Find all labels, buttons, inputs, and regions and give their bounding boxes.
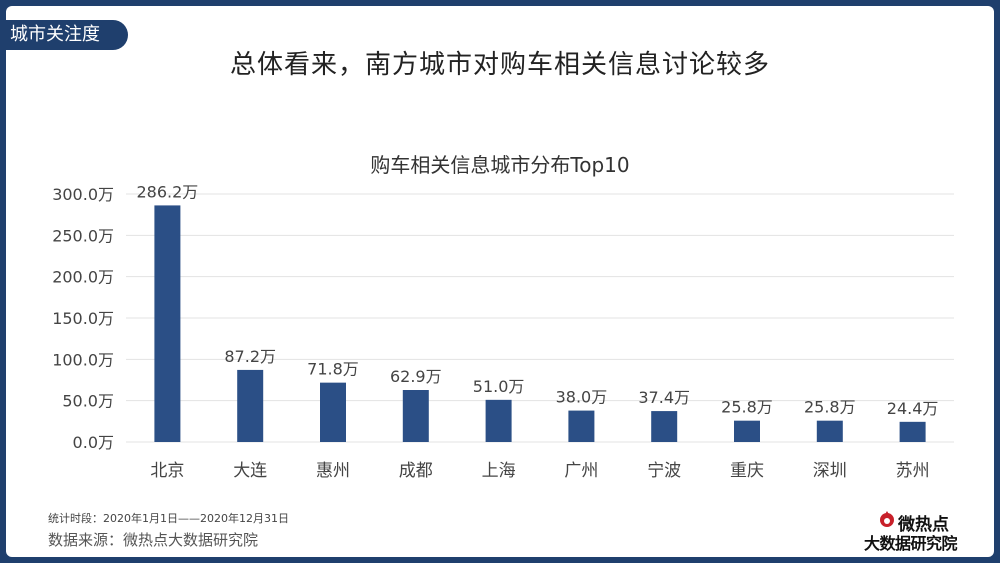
x-tick-label: 重庆 (730, 461, 764, 481)
y-tick-label: 0.0万 (73, 433, 114, 452)
y-axis-ticks: 0.0万 50.0万 100.0万 150.0万 200.0万 250.0万 300.0万 (52, 185, 114, 452)
data-label: 71.8万 (307, 360, 359, 379)
bar (320, 382, 346, 442)
data-label: 62.9万 (390, 367, 442, 386)
data-source: 数据来源：微热点大数据研究院 (48, 531, 259, 549)
bar (485, 399, 512, 442)
slide: 城市关注度 总体看来，南方城市对购车相关信息讨论较多 购车相关信息城市分布Top… (6, 6, 994, 557)
y-tick-label: 150.0万 (52, 309, 114, 328)
y-tick-label: 200.0万 (52, 268, 114, 287)
y-tick-label: 250.0万 (52, 226, 114, 245)
x-tick-label: 苏州 (896, 461, 930, 481)
data-labels: 286.2万 87.2万 71.8万 62.9万 51.0万 38.0万 37.4万 25.8… (136, 182, 938, 417)
data-label: 25.8万 (804, 398, 856, 417)
y-tick-label: 50.0万 (62, 392, 114, 411)
data-label: 38.0万 (556, 388, 608, 407)
bar (402, 390, 429, 442)
bar (568, 410, 595, 442)
bar (816, 420, 843, 442)
bar (734, 420, 760, 442)
brand-logo: 微热点 大数据研究院 (864, 508, 984, 553)
page-headline: 总体看来，南方城市对购车相关信息讨论较多 (229, 50, 770, 80)
data-label: 286.2万 (136, 182, 198, 201)
bar (154, 205, 181, 442)
logo-text-line1: 微热点 (898, 515, 949, 535)
x-axis-ticks: 北京 大连 惠州 成都 上海 广州 宁波 重庆 深圳 苏州 (150, 461, 929, 481)
x-tick-label: 深圳 (813, 461, 847, 481)
bar (237, 369, 264, 442)
flame-icon (880, 511, 894, 527)
y-tick-label: 300.0万 (52, 185, 114, 204)
x-tick-label: 惠州 (316, 461, 350, 481)
statistics-period: 统计时段：2020年1月1日——2020年12月31日 (48, 512, 289, 525)
x-tick-label: 成都 (399, 461, 433, 481)
section-tab: 城市关注度 (6, 20, 128, 50)
bar-chart: 购车相关信息城市分布Top10 0.0万 50.0万 100.0万 150.0万 200… (52, 153, 954, 481)
x-tick-label: 大连 (233, 461, 267, 481)
x-tick-label: 上海 (482, 461, 516, 481)
chart-title: 购车相关信息城市分布Top10 (370, 153, 629, 177)
y-tick-label: 100.0万 (52, 350, 114, 369)
bar (651, 411, 678, 442)
data-label: 25.8万 (721, 398, 773, 417)
chart-grid (126, 193, 954, 443)
x-tick-label: 北京 (150, 461, 184, 481)
data-label: 37.4万 (638, 388, 690, 407)
x-tick-label: 广州 (564, 461, 598, 481)
data-label: 51.0万 (473, 377, 525, 396)
logo-text-line2: 大数据研究院 (864, 534, 958, 553)
data-label: 24.4万 (887, 399, 939, 418)
data-label: 87.2万 (224, 347, 276, 366)
bar (899, 421, 926, 442)
chart-bars (154, 205, 926, 442)
x-tick-label: 宁波 (647, 461, 681, 481)
